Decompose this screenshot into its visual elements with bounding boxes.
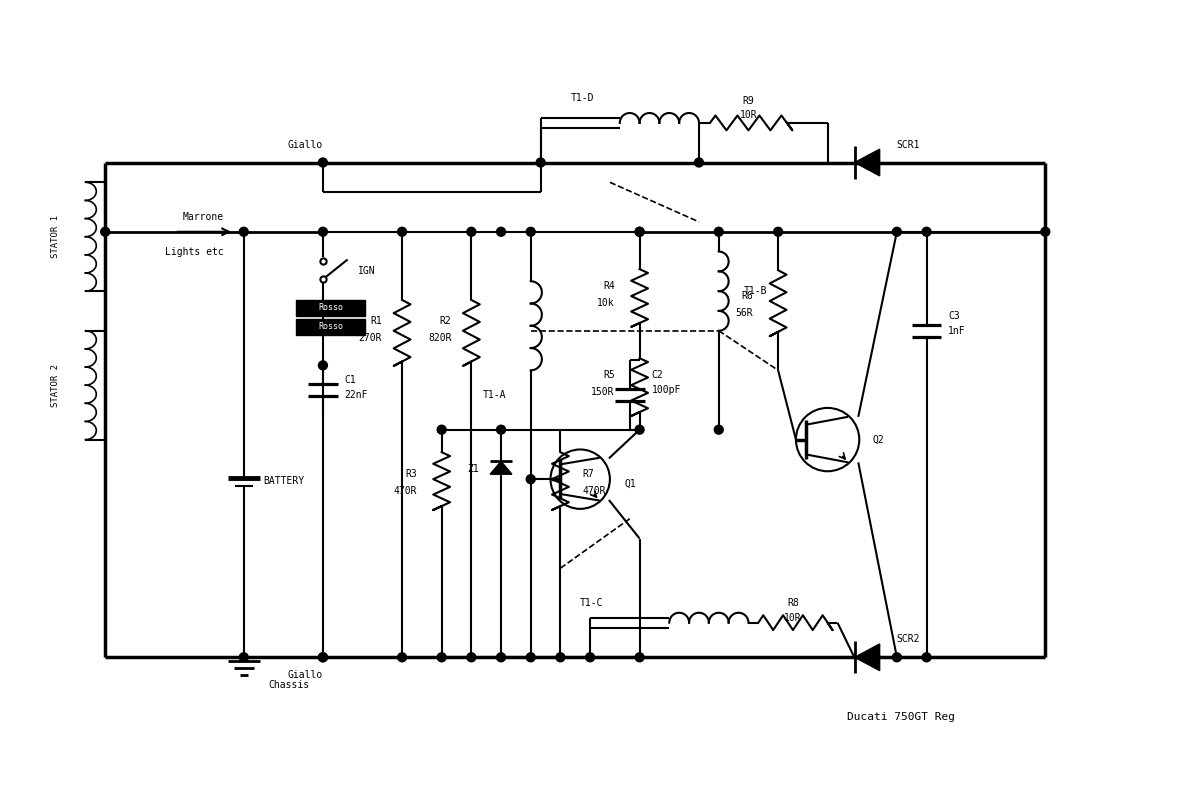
Circle shape [695,158,703,167]
Text: T1-C: T1-C [581,598,604,608]
Text: SCR1: SCR1 [896,140,920,150]
Text: R4: R4 [604,281,614,291]
Circle shape [635,227,644,236]
Bar [296,300,366,316]
Text: R7: R7 [582,470,594,479]
Text: C3: C3 [948,311,960,321]
Text: 10k: 10k [598,298,614,308]
Circle shape [497,653,505,662]
Circle shape [635,426,644,434]
Text: 150R: 150R [592,387,614,397]
Text: T1-B: T1-B [744,286,767,296]
Circle shape [774,227,782,236]
Text: 470R: 470R [394,486,416,496]
Circle shape [497,227,505,236]
Circle shape [893,653,901,662]
Text: BATTERY: BATTERY [264,476,305,486]
Text: STATOR 2: STATOR 2 [52,364,60,406]
Text: IGN: IGN [358,266,376,276]
Text: SCR2: SCR2 [896,634,920,645]
Text: 100pF: 100pF [652,385,680,395]
Text: Chassis: Chassis [269,680,310,690]
Text: T1-A: T1-A [482,390,506,400]
Circle shape [922,653,931,662]
Text: Ducati 750GT Reg: Ducati 750GT Reg [847,712,955,722]
Circle shape [714,426,724,434]
Circle shape [527,653,535,662]
Circle shape [318,653,328,662]
Text: Marrone: Marrone [182,212,224,222]
Text: Giallo: Giallo [288,140,323,150]
Circle shape [536,158,545,167]
Circle shape [556,653,565,662]
Text: Q2: Q2 [872,434,884,445]
Text: 270R: 270R [359,333,383,342]
Polygon shape [854,644,880,670]
Text: Giallo: Giallo [288,670,323,680]
Polygon shape [490,462,512,474]
Text: 820R: 820R [428,333,451,342]
Circle shape [527,227,535,236]
Polygon shape [854,149,880,176]
Circle shape [893,227,901,236]
Text: 10R: 10R [784,613,802,622]
Circle shape [922,227,931,236]
Text: 470R: 470R [582,486,606,496]
Text: Lights etc: Lights etc [164,246,223,257]
Circle shape [318,227,328,236]
Text: R2: R2 [440,316,451,326]
Circle shape [318,653,328,662]
Text: 56R: 56R [736,308,754,318]
Text: R9: R9 [743,96,755,106]
Circle shape [635,653,644,662]
Text: 10R: 10R [739,110,757,120]
Text: Rosso: Rosso [318,303,343,313]
Text: 22nF: 22nF [344,390,368,400]
Circle shape [397,227,407,236]
Circle shape [318,158,328,167]
Circle shape [397,653,407,662]
Text: T1-D: T1-D [570,93,594,103]
Text: Q1: Q1 [625,479,636,489]
Text: R5: R5 [604,370,614,380]
Text: R3: R3 [406,470,416,479]
Text: Z1: Z1 [468,464,479,474]
Text: Rosso: Rosso [318,322,343,331]
Circle shape [101,227,109,236]
Circle shape [239,227,248,236]
Text: R1: R1 [371,316,383,326]
Circle shape [437,653,446,662]
Text: C1: C1 [344,375,356,386]
Circle shape [467,653,476,662]
Circle shape [714,227,724,236]
Circle shape [467,227,476,236]
Text: C2: C2 [652,370,664,380]
Circle shape [1040,227,1050,236]
Circle shape [318,361,328,370]
Bar [296,319,366,334]
Circle shape [635,227,644,236]
Circle shape [527,474,535,484]
Circle shape [437,426,446,434]
Text: R6: R6 [742,291,754,301]
Text: STATOR 1: STATOR 1 [52,215,60,258]
Text: R8: R8 [787,598,799,608]
Circle shape [586,653,594,662]
Text: 1nF: 1nF [948,326,966,336]
Circle shape [239,653,248,662]
Circle shape [497,426,505,434]
